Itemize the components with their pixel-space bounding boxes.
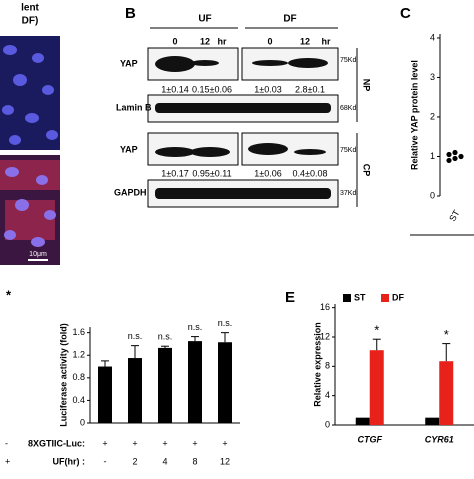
x-row-value: + — [162, 438, 167, 448]
condition: DF — [283, 14, 296, 25]
x-tick-label: ST — [447, 208, 462, 223]
y-tick-label: 1.6 — [72, 327, 85, 337]
y-tick-label: 1 — [430, 151, 435, 161]
bar — [218, 342, 232, 423]
point — [458, 153, 464, 160]
x-tick-label: 2 — [132, 456, 137, 466]
y-tick-label: 12 — [320, 331, 330, 341]
y-tick-label: 0 — [80, 417, 85, 427]
kd: 75Kd — [340, 147, 356, 154]
bar — [128, 358, 142, 423]
annotation: n.s. — [158, 332, 173, 342]
lane-label: 12 — [300, 36, 310, 46]
fraction-label: NP — [362, 79, 372, 92]
quant: 0.4±0.08 — [293, 168, 328, 178]
annotation: * — [444, 327, 449, 342]
kd: 75Kd — [340, 57, 356, 64]
row-label: GAPDH — [114, 187, 147, 197]
x-tick-label: CTGF — [358, 434, 383, 444]
bar — [188, 341, 202, 423]
quant: 1±0.14 — [161, 84, 188, 94]
bar — [425, 417, 440, 425]
lane-label: 0 — [172, 36, 177, 46]
panel-label: B — [125, 5, 136, 22]
y-tick-label: 3 — [430, 72, 435, 82]
point — [452, 149, 458, 156]
x-tick-label: 4 — [162, 456, 167, 466]
kd: 37Kd — [340, 190, 356, 197]
nuclei — [4, 167, 56, 247]
y-tick-label: 4 — [430, 32, 435, 42]
scale-label: 10μm — [29, 251, 47, 258]
legend-label: DF — [392, 292, 404, 302]
annotation: n.s. — [128, 331, 143, 341]
point — [446, 151, 452, 158]
x-tick-label: 8 — [192, 456, 197, 466]
row-label: YAP — [120, 144, 138, 154]
panel-label: E — [285, 289, 295, 306]
bar — [439, 361, 454, 425]
bar — [369, 350, 384, 425]
quant: 1±0.03 — [254, 84, 281, 94]
point — [446, 157, 452, 164]
annotation: n.s. — [218, 318, 233, 328]
x-row-value: + — [102, 438, 107, 448]
panel-title: DF) — [22, 16, 39, 27]
bar — [158, 347, 172, 423]
legend-label: ST — [354, 292, 366, 302]
bands — [155, 56, 331, 199]
x-row-label: - — [5, 438, 8, 448]
row-label: Lamin B — [116, 102, 152, 112]
x-tick-label: CYR61 — [425, 434, 454, 444]
quant-row: 1±0.14 0.15±0.06 1±0.03 2.8±0.1 1±0.17 0… — [161, 84, 327, 178]
quant: 0.95±0.11 — [192, 168, 231, 178]
x-row-value: + — [132, 438, 137, 448]
y-tick-label: 1.2 — [72, 350, 85, 360]
legend-swatch — [343, 294, 351, 302]
quant: 2.8±0.1 — [295, 84, 325, 94]
fraction-label: CP — [362, 164, 372, 177]
y-tick-label: 0.8 — [72, 372, 85, 382]
condition: UF — [198, 14, 211, 25]
y-axis-label: Relative YAP protein level — [409, 60, 419, 170]
legend-swatch — [381, 294, 389, 302]
panel-label: C — [400, 5, 411, 22]
lane-label: 0 — [267, 36, 272, 46]
x-row-value: + — [222, 438, 227, 448]
y-tick-label: 0 — [325, 419, 330, 429]
y-axis-label: Relative expression — [312, 322, 322, 407]
bar — [98, 366, 112, 423]
quant: 1±0.06 — [254, 168, 281, 178]
quant: 1±0.17 — [161, 168, 188, 178]
y-tick-label: 2 — [430, 111, 435, 121]
x-row-label: + — [5, 456, 10, 466]
row-label: UF(hr) : — [53, 456, 86, 466]
annotation: n.s. — [188, 322, 203, 332]
y-axis-label: Luciferase activity (fold) — [58, 323, 68, 427]
y-tick-label: 0.4 — [72, 395, 85, 405]
lane-label: hr — [322, 36, 331, 46]
y-tick-label: 16 — [320, 302, 330, 312]
y-tick-label: 0 — [430, 190, 435, 200]
x-tick-label: - — [104, 456, 107, 466]
y-tick-label: 8 — [325, 361, 330, 371]
x-tick-label: 12 — [220, 456, 230, 466]
row-label: YAP — [120, 58, 138, 68]
panel-title: lent — [21, 3, 39, 14]
row-label: 8XGTIIC-Luc: — [28, 438, 85, 448]
y-tick-label: 4 — [325, 390, 330, 400]
x-row-value: + — [192, 438, 197, 448]
bar — [355, 417, 370, 425]
annotation: * — [6, 287, 12, 302]
point — [452, 155, 458, 162]
annotation: * — [374, 323, 379, 338]
nuclei — [2, 45, 58, 145]
lane-label: hr — [218, 36, 227, 46]
kd: 68Kd — [340, 105, 356, 112]
lane-label: 12 — [200, 36, 210, 46]
quant: 0.15±0.06 — [192, 84, 232, 94]
